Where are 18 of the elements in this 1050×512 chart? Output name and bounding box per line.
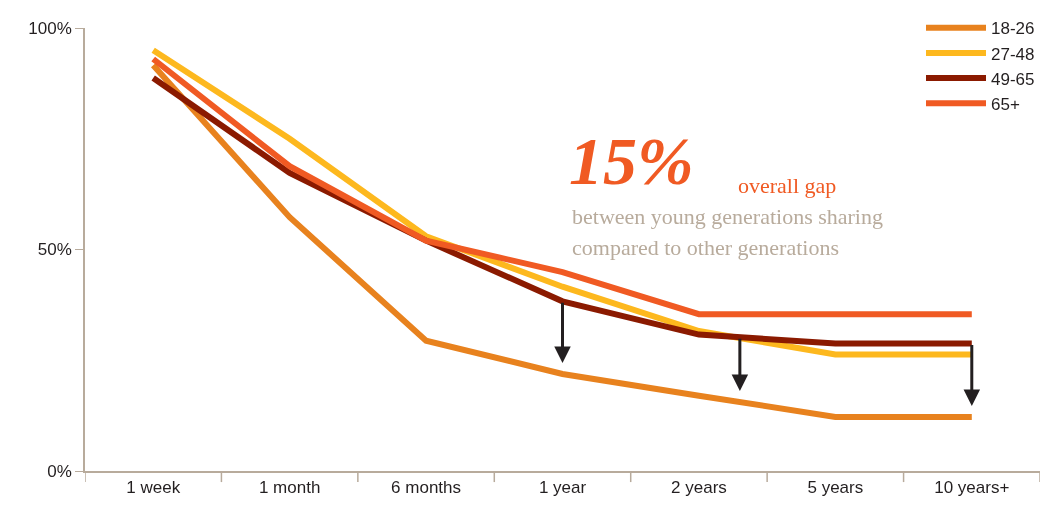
y-tick-label: 0% — [47, 461, 72, 481]
legend-label: 27-48 — [991, 44, 1035, 64]
x-tick-label: 1 week — [126, 478, 181, 498]
x-tick-label: 2 years — [671, 478, 727, 498]
annotation: compared to other generations — [572, 235, 839, 260]
y-tick-label: 50% — [37, 240, 72, 260]
y-tick-label: 100% — [28, 18, 72, 38]
x-tick-label: 6 months — [391, 478, 462, 498]
annotation: between young generations sharing — [572, 204, 883, 229]
x-tick-label: 10 years+ — [934, 478, 1010, 498]
x-tick-label: 1 month — [258, 478, 321, 498]
legend-label: 49-65 — [991, 69, 1035, 89]
annotation: 15% — [569, 123, 694, 199]
x-tick-label: 1 year — [538, 478, 587, 498]
legend-label: 65+ — [991, 94, 1020, 114]
x-tick-label: 5 years — [807, 478, 864, 498]
legend-label: 18-26 — [991, 19, 1035, 39]
annotation: overall gap — [738, 173, 837, 198]
